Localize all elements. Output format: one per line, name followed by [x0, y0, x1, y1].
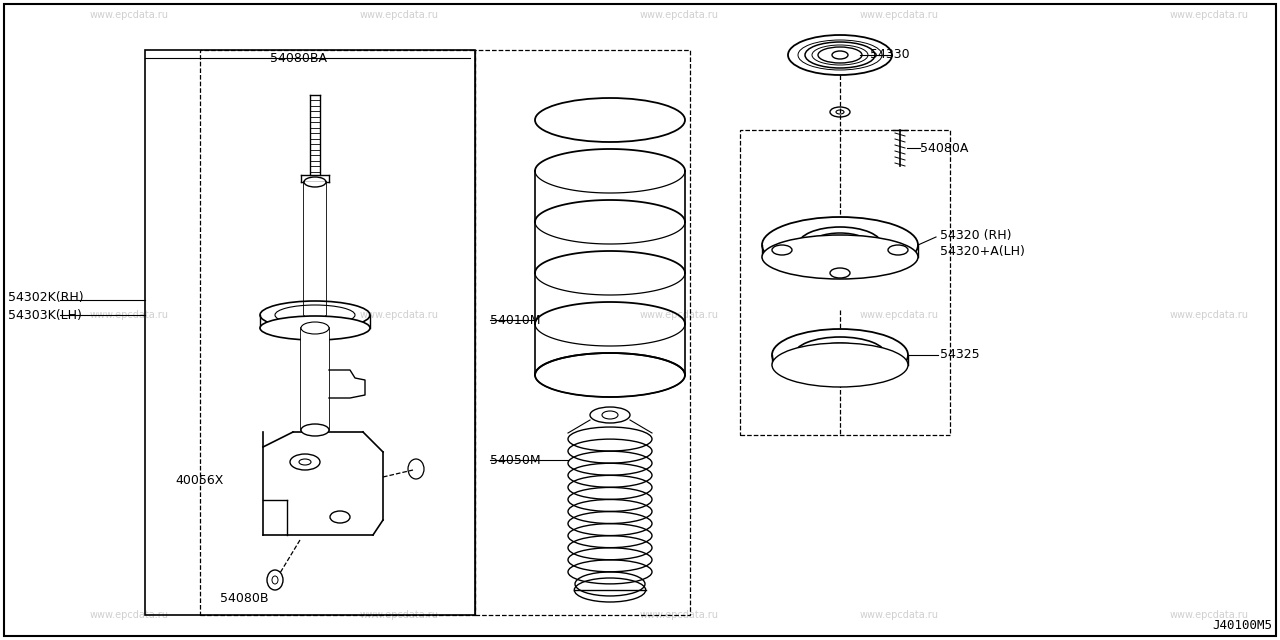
Text: 54330: 54330: [870, 49, 910, 61]
Text: www.epcdata.ru: www.epcdata.ru: [90, 610, 169, 620]
Text: www.epcdata.ru: www.epcdata.ru: [640, 310, 719, 320]
Text: www.epcdata.ru: www.epcdata.ru: [640, 10, 719, 20]
Bar: [305, 182, 326, 315]
Text: www.epcdata.ru: www.epcdata.ru: [360, 610, 439, 620]
Text: www.epcdata.ru: www.epcdata.ru: [360, 310, 439, 320]
Text: www.epcdata.ru: www.epcdata.ru: [1170, 10, 1249, 20]
Text: 54080B: 54080B: [220, 591, 269, 605]
Text: www.epcdata.ru: www.epcdata.ru: [1170, 310, 1249, 320]
Text: www.epcdata.ru: www.epcdata.ru: [860, 610, 940, 620]
Text: www.epcdata.ru: www.epcdata.ru: [1170, 610, 1249, 620]
Text: 54050M: 54050M: [490, 454, 540, 467]
Text: J40100M5: J40100M5: [1212, 619, 1272, 632]
Bar: [145, 50, 475, 615]
Ellipse shape: [590, 407, 630, 423]
Ellipse shape: [260, 316, 370, 340]
Text: www.epcdata.ru: www.epcdata.ru: [90, 310, 169, 320]
Text: www.epcdata.ru: www.epcdata.ru: [860, 10, 940, 20]
Ellipse shape: [301, 424, 329, 436]
Text: 54303K(LH): 54303K(LH): [8, 308, 82, 321]
Bar: [301, 328, 329, 430]
Ellipse shape: [797, 227, 882, 263]
Bar: [475, 50, 690, 615]
Bar: [200, 50, 475, 615]
Text: www.epcdata.ru: www.epcdata.ru: [90, 10, 169, 20]
Ellipse shape: [762, 235, 918, 279]
Text: www.epcdata.ru: www.epcdata.ru: [640, 610, 719, 620]
Text: www.epcdata.ru: www.epcdata.ru: [860, 310, 940, 320]
Text: 54010M: 54010M: [490, 314, 540, 326]
Text: www.epcdata.ru: www.epcdata.ru: [360, 10, 439, 20]
Ellipse shape: [301, 322, 329, 334]
Text: 54320 (RH): 54320 (RH): [940, 228, 1011, 241]
Ellipse shape: [772, 329, 908, 381]
Text: 54325: 54325: [940, 349, 979, 362]
Ellipse shape: [788, 35, 892, 75]
Text: 40056X: 40056X: [175, 474, 224, 486]
Bar: [740, 130, 950, 435]
Ellipse shape: [762, 217, 918, 273]
Ellipse shape: [772, 343, 908, 387]
Text: 54320+A(LH): 54320+A(LH): [940, 246, 1025, 259]
Text: 54080BA: 54080BA: [270, 51, 326, 65]
Text: 54080A: 54080A: [920, 141, 969, 154]
Text: 54302K(RH): 54302K(RH): [8, 291, 83, 305]
